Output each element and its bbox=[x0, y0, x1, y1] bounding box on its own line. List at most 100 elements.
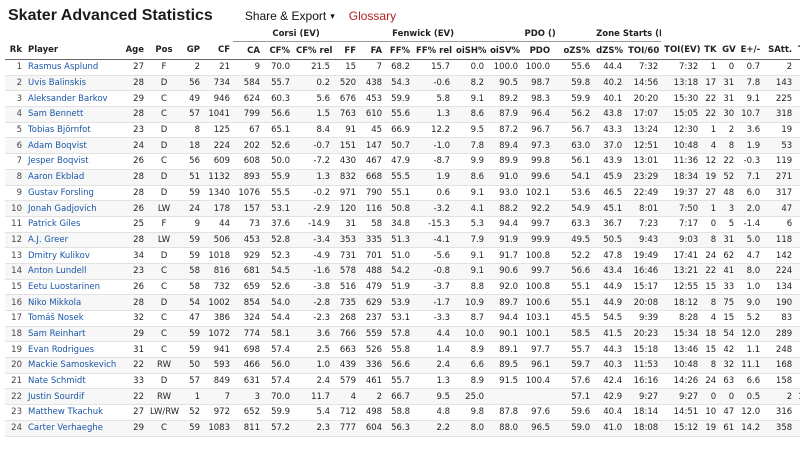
glossary-link[interactable]: Glossary bbox=[348, 9, 397, 23]
column-header[interactable]: Player bbox=[25, 41, 117, 60]
player-cell: Uvis Balinskis bbox=[25, 75, 117, 92]
player-link[interactable]: Dmitry Kulikov bbox=[28, 250, 90, 261]
player-link[interactable]: A.J. Greer bbox=[28, 234, 69, 245]
column-header[interactable]: Age bbox=[117, 41, 147, 60]
player-cell: Anton Lundell bbox=[25, 263, 117, 280]
column-header[interactable]: oZS% bbox=[553, 41, 594, 60]
player-link[interactable]: Eetu Luostarinen bbox=[28, 281, 101, 292]
player-link[interactable]: Patrick Giles bbox=[28, 219, 81, 230]
column-header[interactable]: FF% rel bbox=[413, 41, 454, 60]
column-group-header: Corsi (EV) Fenwick (EV) PDO () Zone Starts … bbox=[5, 27, 800, 42]
player-link[interactable]: Aaron Ekblad bbox=[28, 172, 85, 183]
stat-cell: 1340 bbox=[203, 185, 233, 202]
stat-cell: 53.1 bbox=[385, 310, 414, 327]
rank-cell: 21 bbox=[5, 373, 25, 390]
stat-cell: 125 bbox=[203, 122, 233, 139]
stat-cell: 13:46 bbox=[661, 341, 702, 359]
player-link[interactable]: Aleksander Barkov bbox=[28, 93, 108, 104]
stat-cell: 816 bbox=[203, 263, 233, 280]
column-header[interactable]: oiSV% bbox=[487, 41, 522, 60]
column-header[interactable]: Thru% bbox=[795, 41, 800, 60]
column-header[interactable]: FA bbox=[359, 41, 386, 60]
stat-cell: 57.4 bbox=[263, 373, 293, 390]
player-cell: Tobias Björnfot bbox=[25, 122, 117, 139]
share-export-label: Share & Export bbox=[244, 9, 327, 23]
player-link[interactable]: Tomáš Nosek bbox=[28, 313, 84, 324]
column-header[interactable]: Pos bbox=[147, 41, 181, 60]
player-link[interactable]: Carter Verhaeghe bbox=[28, 423, 103, 434]
player-link[interactable]: Jonah Gadjovich bbox=[28, 203, 97, 214]
column-header[interactable]: CF% bbox=[263, 41, 293, 60]
player-link[interactable]: Matthew Tkachuk bbox=[28, 407, 104, 418]
stat-cell: 8.8 bbox=[453, 279, 488, 296]
table-row: 1 Rasmus Asplund 27 F 2 21 9 70.0 21.5 15 7 68.2 15.… bbox=[5, 59, 800, 76]
stat-cell: 98.3 bbox=[521, 90, 554, 108]
player-link[interactable]: Justin Sourdif bbox=[28, 391, 85, 402]
stat-cell: 7:17 bbox=[661, 216, 702, 233]
stat-cell: 28 bbox=[117, 185, 147, 202]
player-link[interactable]: Nate Schmidt bbox=[28, 376, 86, 387]
player-link[interactable]: Adam Boqvist bbox=[28, 140, 87, 151]
player-link[interactable]: Evan Rodrigues bbox=[28, 344, 95, 355]
stat-cell: 24 bbox=[701, 247, 720, 264]
column-header[interactable]: oiSH% bbox=[453, 41, 488, 60]
column-header[interactable]: FF% bbox=[385, 41, 414, 60]
player-link[interactable]: Niko Mikkola bbox=[28, 297, 82, 308]
column-header[interactable]: PDO bbox=[521, 41, 554, 60]
stat-cell: 18 bbox=[701, 326, 720, 343]
player-link[interactable]: Mackie Samoskevich bbox=[28, 360, 117, 371]
stat-cell: 54.5 bbox=[593, 310, 626, 327]
column-header[interactable]: TOI(EV) bbox=[661, 41, 702, 60]
stat-cell: 202 bbox=[233, 137, 263, 155]
player-link[interactable]: Tobias Björnfot bbox=[28, 125, 91, 136]
stat-cell: 56.0 bbox=[263, 357, 293, 374]
stat-cell: 63 bbox=[719, 373, 738, 390]
column-header[interactable]: Rk bbox=[5, 41, 25, 60]
stat-cell: 94.4 bbox=[487, 216, 522, 233]
column-header[interactable]: CF bbox=[203, 41, 233, 60]
stat-cell: 43.2 bbox=[795, 294, 800, 311]
stat-cell: 7:32 bbox=[661, 59, 702, 76]
rank-cell: 19 bbox=[5, 341, 25, 359]
player-link[interactable]: Jesper Boqvist bbox=[28, 156, 89, 167]
player-link[interactable]: Uvis Balinskis bbox=[28, 78, 87, 89]
stat-cell: 0 bbox=[719, 59, 738, 76]
column-header[interactable]: CF% rel bbox=[293, 41, 333, 60]
stat-cell: 100.0 bbox=[521, 59, 554, 76]
stat-cell: 43.8 bbox=[593, 106, 626, 123]
column-header[interactable]: GV bbox=[719, 41, 738, 60]
stat-cell: 698 bbox=[233, 341, 263, 359]
column-header[interactable]: E+/- bbox=[737, 41, 764, 60]
column-header[interactable]: SAtt. bbox=[763, 41, 796, 60]
player-link[interactable]: Gustav Forsling bbox=[28, 187, 94, 198]
player-link[interactable]: Sam Reinhart bbox=[28, 329, 86, 340]
column-header[interactable]: TOI/60 bbox=[625, 41, 662, 60]
stat-cell: 40.1 bbox=[593, 90, 626, 108]
stat-cell: 40.8 bbox=[795, 247, 800, 264]
column-header[interactable]: dZS% bbox=[593, 41, 626, 60]
table-row: 3 Aleksander Barkov 29 C 49 946 624 60.3 5.6 676 4… bbox=[5, 90, 800, 108]
stat-cell: 5.6 bbox=[293, 90, 333, 108]
column-header[interactable]: TK bbox=[701, 41, 720, 60]
stat-cell: 28 bbox=[117, 232, 147, 249]
player-link[interactable]: Rasmus Asplund bbox=[28, 62, 99, 73]
stat-cell: 46.5 bbox=[593, 185, 626, 202]
share-export-menu[interactable]: Share & Export ▾ bbox=[245, 9, 335, 23]
column-header[interactable]: FF bbox=[333, 41, 360, 60]
player-link[interactable]: Sam Bennett bbox=[28, 109, 84, 120]
stat-cell: 11.7 bbox=[293, 388, 333, 406]
stat-cell: 27 bbox=[701, 185, 720, 202]
stat-cell: 52.2 bbox=[795, 263, 800, 280]
stat-cell: 59.8 bbox=[553, 75, 594, 92]
stat-cell: 17:41 bbox=[661, 247, 702, 264]
stat-cell: 25 bbox=[117, 216, 147, 233]
stat-cell: 158 bbox=[763, 373, 796, 390]
stat-cell: -3.8 bbox=[293, 279, 333, 296]
stat-cell: 55.1 bbox=[553, 294, 594, 311]
stat-cell: 24 bbox=[117, 137, 147, 155]
column-header-row: Rk Player Age Pos GP CF CA CF% CF% rel FF FA FF% FF%… bbox=[5, 41, 800, 60]
column-header[interactable]: GP bbox=[181, 41, 203, 60]
stat-cell: 15:12 bbox=[661, 420, 702, 437]
player-link[interactable]: Anton Lundell bbox=[28, 266, 87, 277]
column-header[interactable]: CA bbox=[233, 41, 263, 60]
